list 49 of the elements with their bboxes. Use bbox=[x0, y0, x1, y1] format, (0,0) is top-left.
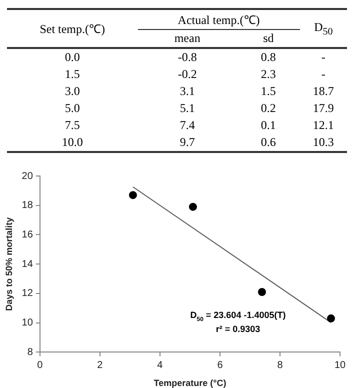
y-tick-label: 18 bbox=[22, 200, 34, 212]
text: 7.5 bbox=[64, 117, 81, 134]
text: 17.9 bbox=[312, 100, 335, 117]
text: 12.1 bbox=[312, 117, 335, 134]
text: -0.8 bbox=[176, 49, 198, 66]
text: 0.6 bbox=[236, 134, 300, 152]
text: sd bbox=[262, 30, 275, 47]
text: 5.0 bbox=[64, 100, 81, 117]
text: -0.2 bbox=[176, 66, 198, 83]
point bbox=[327, 314, 335, 322]
x-tick-label: 2 bbox=[97, 360, 104, 371]
text: 7.4 bbox=[178, 117, 196, 134]
text: - bbox=[320, 49, 326, 66]
text: 3.0 bbox=[64, 83, 81, 100]
x-tick-label: 8 bbox=[277, 360, 284, 371]
text: 9.7 bbox=[138, 134, 237, 152]
x-tick-label: 0 bbox=[37, 360, 44, 371]
text: Actual temp.(℃) bbox=[138, 9, 300, 30]
text: D$_{50}$ bbox=[300, 9, 347, 48]
text: 1.5 bbox=[260, 83, 277, 100]
text: - bbox=[320, 66, 326, 83]
y-tick-label: 8 bbox=[27, 346, 34, 358]
x-tick-label: 6 bbox=[217, 360, 224, 371]
text: 5.1 bbox=[178, 100, 196, 117]
point bbox=[128, 191, 137, 200]
text: 18.7 bbox=[312, 83, 335, 100]
text: 10.0 bbox=[7, 134, 138, 152]
text: 3.1 bbox=[178, 83, 196, 100]
text: 0.8 bbox=[260, 49, 277, 66]
y-tick-label: 12 bbox=[22, 288, 34, 300]
x-axis-title: Temperature (°C) bbox=[154, 378, 226, 388]
y-tick-label: 14 bbox=[22, 258, 34, 270]
y-axis-title: Days to 50% mortality bbox=[4, 217, 14, 311]
x-tick-label: 10 bbox=[334, 360, 346, 371]
text: 2.3 bbox=[260, 66, 277, 83]
text: 0.1 bbox=[260, 117, 277, 134]
x-tick-label: 4 bbox=[157, 360, 164, 371]
point bbox=[188, 202, 197, 211]
y-tick-label: 20 bbox=[22, 170, 34, 182]
text: 10.3 bbox=[300, 134, 347, 152]
text: Set temp.(℃) bbox=[7, 9, 138, 48]
point bbox=[258, 288, 266, 296]
y-tick-label: 16 bbox=[22, 229, 34, 240]
text: 1.5 bbox=[64, 66, 81, 83]
text: mean bbox=[173, 30, 202, 47]
text: 0.0 bbox=[64, 49, 81, 66]
y-tick-label: 10 bbox=[22, 318, 34, 329]
annotation: r² = 0.9303 bbox=[216, 324, 260, 334]
text: 0.2 bbox=[260, 100, 277, 117]
